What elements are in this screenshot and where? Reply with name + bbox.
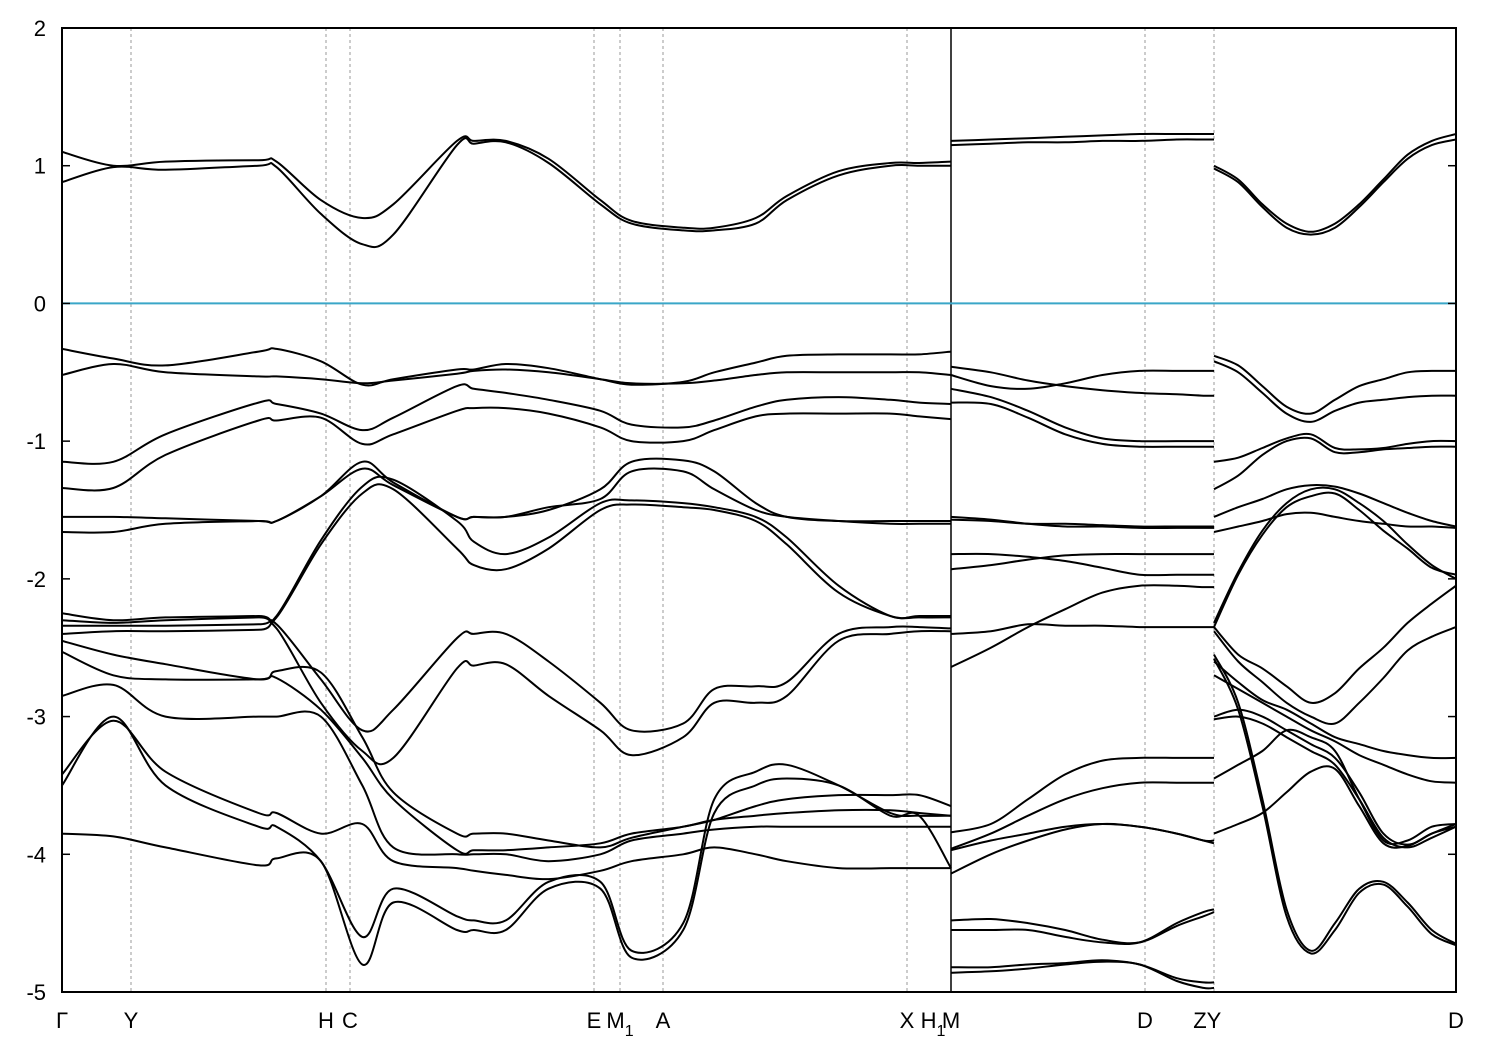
band-seg0-14 [62,683,951,863]
band-seg1-5 [950,401,1214,448]
band-seg2-17 [1213,765,1456,849]
band-seg1-3 [950,369,1214,390]
band-seg1-14 [950,823,1215,852]
band-seg2-4 [1213,432,1456,463]
band-seg0-13 [62,650,952,855]
band-seg1-17 [950,911,1215,945]
kpoint-label-7: X [900,1008,915,1033]
ytick-label-3: -1 [26,429,46,454]
band-seg1-6 [950,515,1214,529]
kpoint-label-13: D [1448,1008,1464,1033]
band-seg0-12 [62,639,952,849]
kpoint-label-0: Γ [56,1008,68,1033]
band-seg1-1 [950,138,1214,147]
y-axis-ticks: 2 1 0 -1 -2 -3 -4 -5 [26,16,1456,1005]
band-seg1-12 [950,756,1214,834]
band-seg2-19 [1213,658,1456,955]
band-seg2-18 [1213,654,1456,952]
kpoint-label-5: M1 [606,1008,633,1040]
ytick-label-7: -5 [26,980,46,1005]
band-seg0-8 [62,475,951,623]
kpoint-label-9: M [942,1008,960,1033]
band-seg2-8 [1213,486,1456,624]
x-axis-kpoint-labels: Γ Y H C E M1 A X H1M D Z Y D [56,1008,1464,1040]
band-seg0-7 [62,467,951,534]
band-seg1-10 [950,623,1214,635]
band-seg0-17 [62,777,952,966]
band-seg1-7 [950,518,1214,528]
band-seg2-7 [1213,511,1456,533]
ytick-label-5: -3 [26,705,46,730]
band-seg0-4 [62,383,952,465]
band-seg1-8 [950,552,1214,577]
band-seg2-13 [1213,674,1456,784]
band-seg0-6 [62,457,951,524]
band-seg1-13 [950,781,1214,850]
ytick-label-2: 0 [34,291,46,316]
band-seg2-14 [1213,708,1456,846]
kpoint-label-1: Y [124,1008,139,1033]
band-seg2-3 [1213,360,1456,423]
kpoint-label-4: E [587,1008,602,1033]
band-seg1-15 [950,822,1215,875]
band-seg2-2 [1213,354,1456,415]
band-seg0-16 [62,715,952,954]
kpoint-label-10: D [1137,1008,1153,1033]
band-seg1-9 [950,552,1214,571]
plot-border [61,27,1457,993]
plot-frame [61,27,1457,993]
band-seg0-2 [62,347,952,387]
band-lines [62,132,1456,990]
band-seg2-9 [1213,491,1456,628]
band-seg2-15 [1213,715,1456,849]
kpoint-subscript-8: 1 [936,1023,945,1040]
band-seg2-12 [1213,660,1456,760]
kpoint-label-3: C [342,1008,358,1033]
band-seg2-6 [1213,484,1456,528]
band-seg2-5 [1213,436,1456,491]
band-seg0-10 [62,619,952,733]
kpoint-label-6: A [656,1008,671,1033]
kpoint-label-2: H [318,1008,334,1033]
band-seg1-18 [950,959,1215,984]
band-seg1-4 [950,387,1214,443]
band-seg1-11 [950,584,1215,668]
symmetry-point-lines [130,28,1215,992]
band-seg0-15 [62,719,951,881]
band-seg0-3 [62,362,952,385]
band-seg1-2 [950,365,1215,397]
band-seg2-10 [1213,584,1456,704]
band-seg0-0 [62,135,952,230]
ytick-label-6: -4 [26,842,46,867]
kpoint-subscript-5: 1 [625,1023,634,1040]
band-seg2-16 [1213,728,1456,846]
kpoint-label-12: Y [1207,1008,1222,1033]
band-seg1-19 [950,960,1215,990]
kpoint-label-11: Z [1193,1008,1206,1033]
ytick-label-4: -2 [26,567,46,592]
band-seg0-5 [62,406,952,492]
band-seg1-0 [950,132,1214,142]
ytick-label-0: 2 [34,16,46,41]
band-seg1-16 [951,908,1215,946]
band-seg0-11 [62,622,952,766]
band-seg2-0 [1213,133,1456,233]
ytick-label-1: 1 [34,154,46,179]
band-seg0-1 [62,137,951,249]
band-seg2-1 [1213,138,1456,236]
band-seg2-11 [1213,626,1456,726]
